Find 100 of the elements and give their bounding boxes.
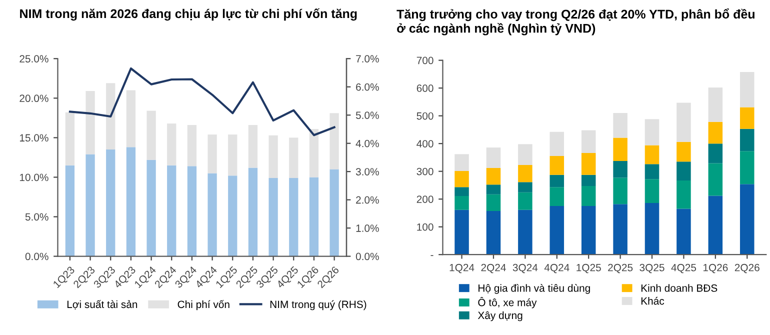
bar xyxy=(187,166,197,256)
bar xyxy=(146,110,156,160)
bar xyxy=(454,171,469,188)
y-tick-label: 10.0% xyxy=(20,174,48,182)
bar xyxy=(268,178,278,256)
legend-label: Lợi suất tài sản xyxy=(67,300,138,310)
legend-label: Ô tô, xe máy xyxy=(478,296,537,308)
bar xyxy=(106,83,116,150)
bar xyxy=(518,144,532,165)
y-tick-label: 0.0% xyxy=(25,252,48,260)
bar xyxy=(708,163,723,196)
bar xyxy=(248,125,258,168)
x-tick-label: 4Q25 xyxy=(671,264,696,274)
bar xyxy=(613,113,628,138)
y-tick-label: 400 xyxy=(416,140,434,148)
bar xyxy=(708,88,723,122)
y2-tick-label: 7.0% xyxy=(356,55,379,62)
bar xyxy=(65,165,75,256)
bar xyxy=(581,206,596,255)
bar xyxy=(309,128,319,178)
y2-tick-label: 2.0% xyxy=(356,196,379,204)
bar xyxy=(613,138,628,162)
bar xyxy=(454,210,469,255)
bar xyxy=(676,180,691,209)
bar xyxy=(486,184,501,194)
bar xyxy=(676,208,691,255)
bar xyxy=(644,145,660,164)
legend-label: Xây dựng xyxy=(478,311,522,322)
y-tick-label: 5.0% xyxy=(25,213,48,221)
bar xyxy=(146,160,156,256)
bar xyxy=(486,194,501,212)
bar xyxy=(486,147,501,168)
x-tick-label: 4Q24 xyxy=(544,264,570,274)
bar xyxy=(86,154,95,256)
bar xyxy=(740,72,754,108)
bar xyxy=(126,147,136,256)
bar xyxy=(676,142,691,162)
bar xyxy=(518,164,532,182)
bar xyxy=(550,187,564,206)
legend-label: Khác xyxy=(641,296,664,305)
bar xyxy=(708,122,723,144)
bar xyxy=(644,164,660,180)
legend-label: Hộ gia đình và tiêu dùng xyxy=(478,284,590,294)
bar xyxy=(486,211,501,255)
bar xyxy=(644,202,660,255)
bar xyxy=(289,138,298,178)
bar xyxy=(581,174,596,186)
bar xyxy=(644,119,660,146)
bar xyxy=(167,165,176,256)
bar xyxy=(740,184,754,255)
bar xyxy=(208,173,217,256)
bar xyxy=(581,153,596,175)
y2-tick-label: 3.0% xyxy=(356,168,379,176)
y-tick-label: 600 xyxy=(416,84,434,92)
y-tick-label: 700 xyxy=(416,56,434,64)
bar xyxy=(550,206,564,255)
y2-tick-label: 4.0% xyxy=(356,140,379,148)
bar xyxy=(65,112,75,166)
bar xyxy=(126,90,136,148)
bar xyxy=(228,134,238,176)
x-tick-label: 3Q24 xyxy=(512,264,538,274)
x-tick-label: 2Q26 xyxy=(734,264,760,274)
bar xyxy=(518,192,532,210)
x-tick-label: 3Q25 xyxy=(640,264,664,274)
bar xyxy=(676,162,691,180)
bar xyxy=(740,128,754,152)
x-tick-label: 1Q26 xyxy=(703,264,728,274)
bar xyxy=(268,135,278,178)
line-series xyxy=(68,67,336,136)
bar xyxy=(486,168,501,185)
bar xyxy=(454,187,469,196)
bar xyxy=(740,107,754,129)
bar xyxy=(454,196,469,210)
bar xyxy=(309,177,319,256)
bar xyxy=(86,91,95,154)
legend-label: Kinh doanh BĐS xyxy=(641,284,718,292)
chart-title: Tăng trưởng cho vay trong Q2/26 đạt 20% YTD, phân bổ đều ở các ngành nghề (Nghìn tỷ VND) xyxy=(396,8,754,36)
bar xyxy=(550,156,564,175)
y-tick-label: 25.0% xyxy=(20,55,48,62)
x-tick-label: 1Q24 xyxy=(450,264,474,274)
x-tick-label: 1Q25 xyxy=(576,264,601,274)
bar xyxy=(581,186,596,206)
y-tick-label: 200 xyxy=(416,196,434,203)
y-tick-label: 500 xyxy=(416,112,434,120)
bar xyxy=(613,178,628,204)
bar xyxy=(708,196,723,255)
y-tick-label: 15.0% xyxy=(20,134,48,142)
y2-tick-label: 0.0% xyxy=(356,252,379,260)
bar xyxy=(289,178,298,256)
bar xyxy=(613,161,628,178)
bar xyxy=(550,132,564,156)
bar xyxy=(228,176,238,256)
bar xyxy=(167,123,176,166)
legend-label: NIM trong quý (RHS) xyxy=(270,300,366,310)
y-tick-label: 100 xyxy=(417,223,434,231)
y-tick-label: 300 xyxy=(416,168,434,176)
bar xyxy=(581,130,596,154)
bar xyxy=(740,151,754,184)
y-tick-label: - xyxy=(430,255,434,256)
bar xyxy=(550,174,564,188)
